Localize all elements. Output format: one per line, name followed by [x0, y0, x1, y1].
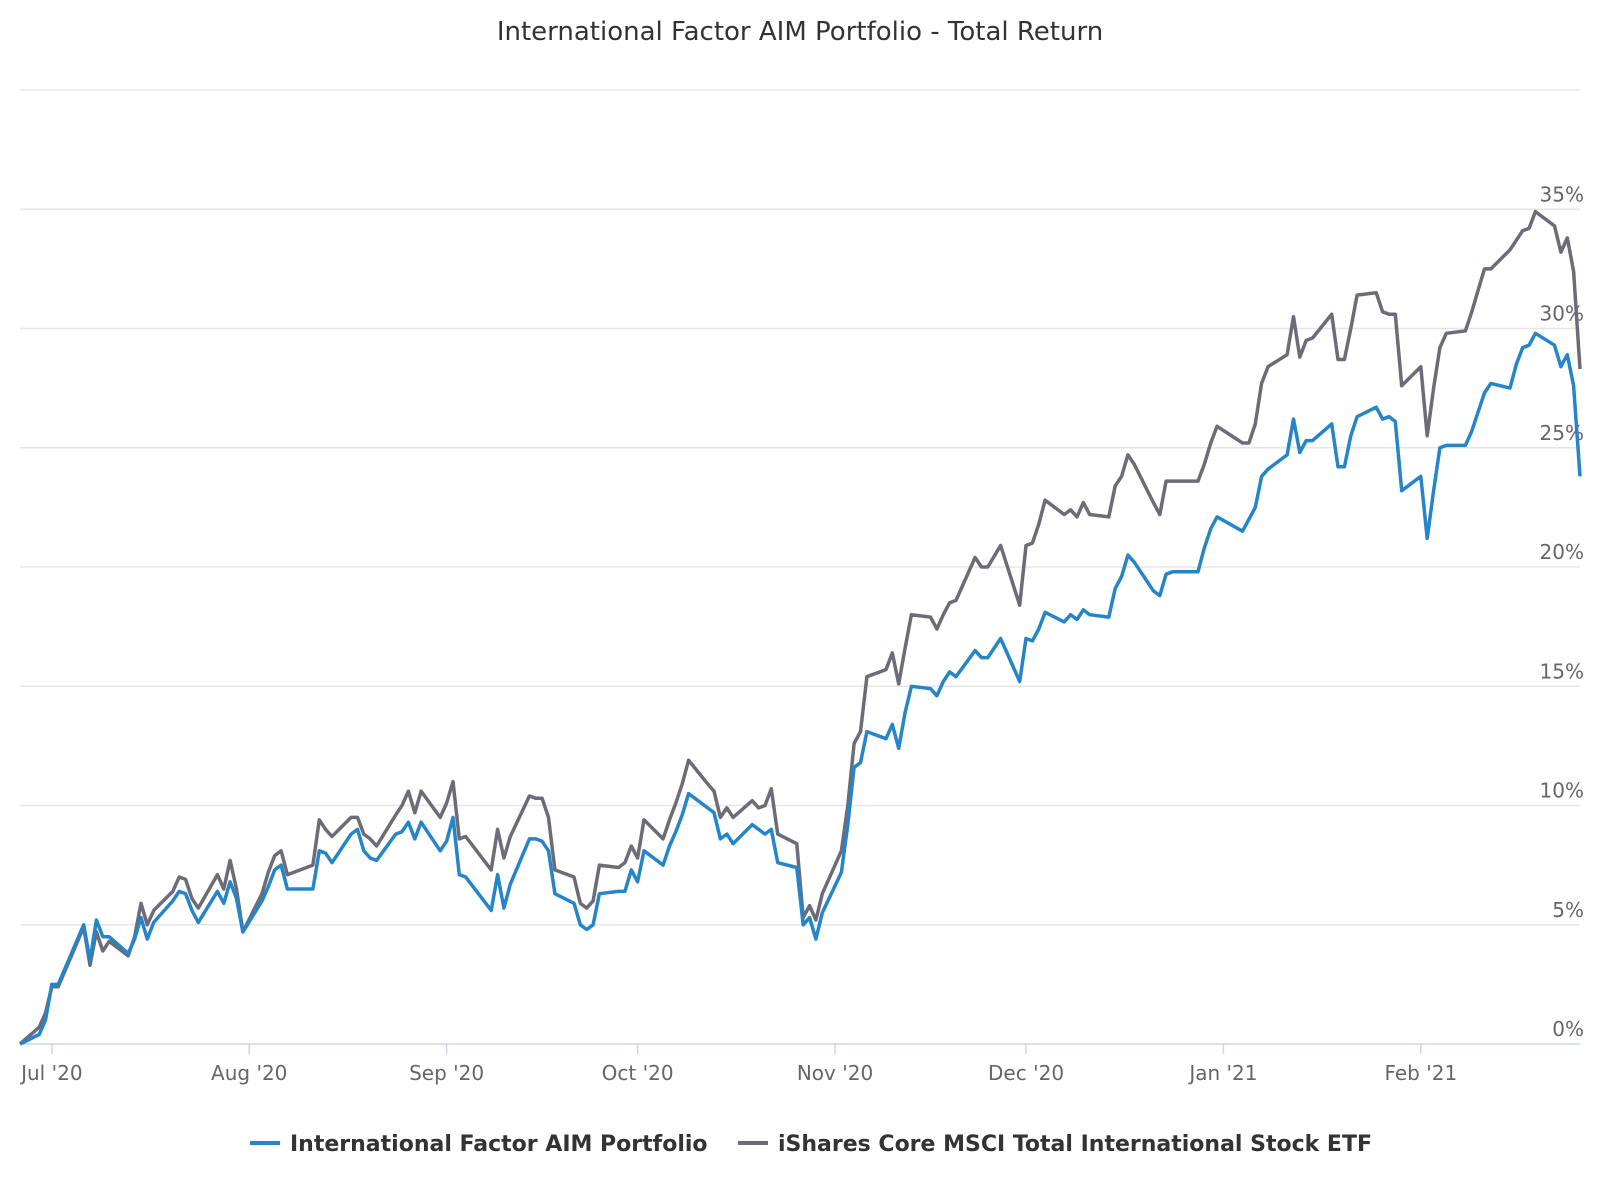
legend-label-etf: iShares Core MSCI Total International St… — [778, 1132, 1372, 1157]
x-tick-label: Feb '21 — [1384, 1061, 1457, 1085]
series-line-etf[interactable] — [18, 209, 1582, 1046]
x-tick-label: Dec '20 — [988, 1061, 1064, 1085]
x-tick-label: Oct '20 — [602, 1061, 674, 1085]
x-tick-label: Sep '20 — [409, 1061, 484, 1085]
x-tick-label: Aug '20 — [211, 1061, 287, 1085]
y-tick-label: 10% — [1540, 779, 1584, 803]
legend: International Factor AIM Portfolio iShar… — [250, 1132, 1372, 1157]
y-tick-label: 15% — [1540, 659, 1584, 683]
legend-label-portfolio: International Factor AIM Portfolio — [290, 1132, 708, 1157]
series-lines — [18, 209, 1582, 1046]
y-tick-label: 0% — [1552, 1017, 1584, 1041]
y-tick-label: 20% — [1540, 540, 1584, 564]
y-tick-label: 35% — [1540, 182, 1584, 206]
legend-item-portfolio[interactable]: International Factor AIM Portfolio — [250, 1132, 708, 1157]
legend-item-etf[interactable]: iShares Core MSCI Total International St… — [738, 1132, 1372, 1157]
x-tick-label: Jul '20 — [19, 1061, 82, 1085]
x-axis: Jul '20 Aug '20 Sep '20 Oct '20 Nov '20 Dec '… — [19, 1043, 1580, 1085]
y-tick-label: 5% — [1552, 898, 1584, 922]
series-line-portfolio[interactable] — [19, 331, 1582, 1046]
x-tick-label: Nov '20 — [797, 1061, 873, 1085]
x-tick-label: Jan '21 — [1187, 1061, 1257, 1085]
grid-lines — [20, 89, 1580, 926]
chart-title: International Factor AIM Portfolio - Tot… — [497, 17, 1103, 47]
